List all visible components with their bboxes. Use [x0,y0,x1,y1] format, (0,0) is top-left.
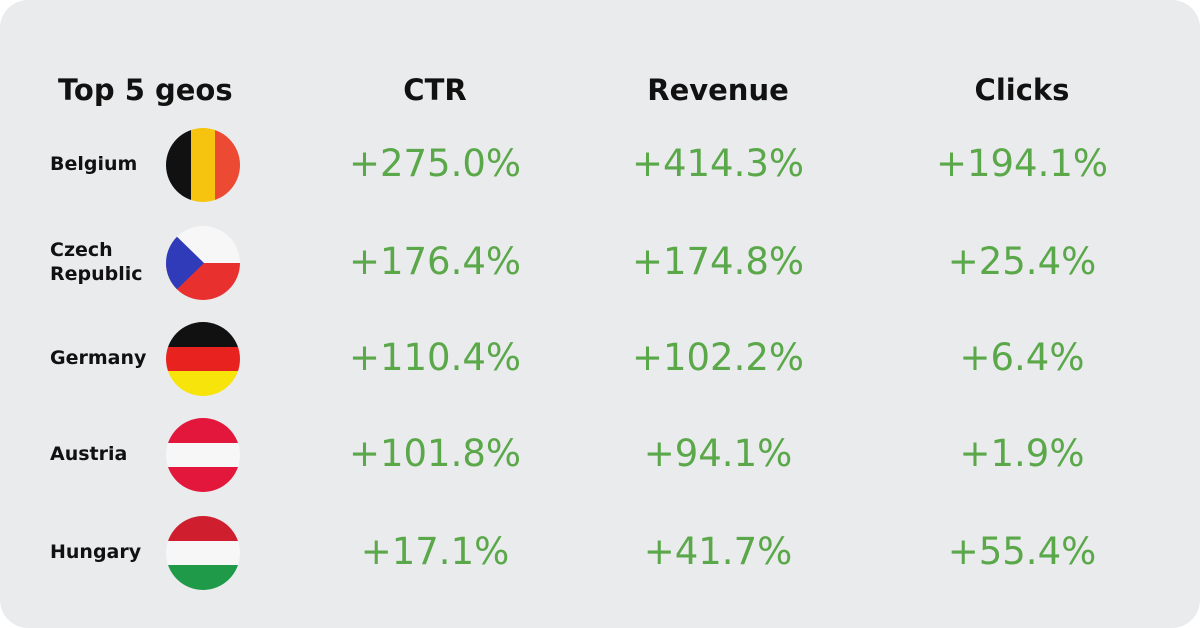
revenue-header: Revenue [647,73,789,107]
top-geos-header: Top 5 geos [58,73,233,107]
table-row: Czech Republic +176.4% +174.8% +25.4% [0,222,1200,302]
country-name: Germany [50,347,147,369]
revenue-value: +174.8% [631,240,805,283]
revenue-value: +414.3% [631,142,805,185]
ctr-value: +176.4% [348,240,522,283]
country-name: Hungary [50,541,142,563]
hungary-flag-icon [166,516,240,590]
czech-republic-flag-icon [166,226,240,300]
revenue-value: +102.2% [631,336,805,379]
ctr-value: +101.8% [348,432,522,475]
revenue-value: +94.1% [643,432,793,475]
clicks-value: +55.4% [947,530,1097,573]
clicks-value: +1.9% [959,432,1085,475]
country-name: Belgium [50,153,138,175]
table-row: Hungary +17.1% +41.7% +55.4% [0,512,1200,592]
table-row: Germany +110.4% +102.2% +6.4% [0,318,1200,398]
ctr-value: +275.0% [348,142,522,185]
country-name: Czech Republic [50,239,143,285]
germany-flag-icon [166,322,240,396]
country-name: Austria [50,443,128,465]
clicks-value: +194.1% [935,142,1109,185]
ctr-value: +17.1% [360,530,510,573]
belgium-flag-icon [166,128,240,202]
austria-flag-icon [166,418,240,492]
ctr-value: +110.4% [348,336,522,379]
ctr-header: CTR [403,73,467,107]
clicks-value: +25.4% [947,240,1097,283]
clicks-value: +6.4% [959,336,1085,379]
table-row: Belgium +275.0% +414.3% +194.1% [0,124,1200,204]
revenue-value: +41.7% [643,530,793,573]
table-row: Austria +101.8% +94.1% +1.9% [0,414,1200,494]
clicks-header: Clicks [974,73,1070,107]
